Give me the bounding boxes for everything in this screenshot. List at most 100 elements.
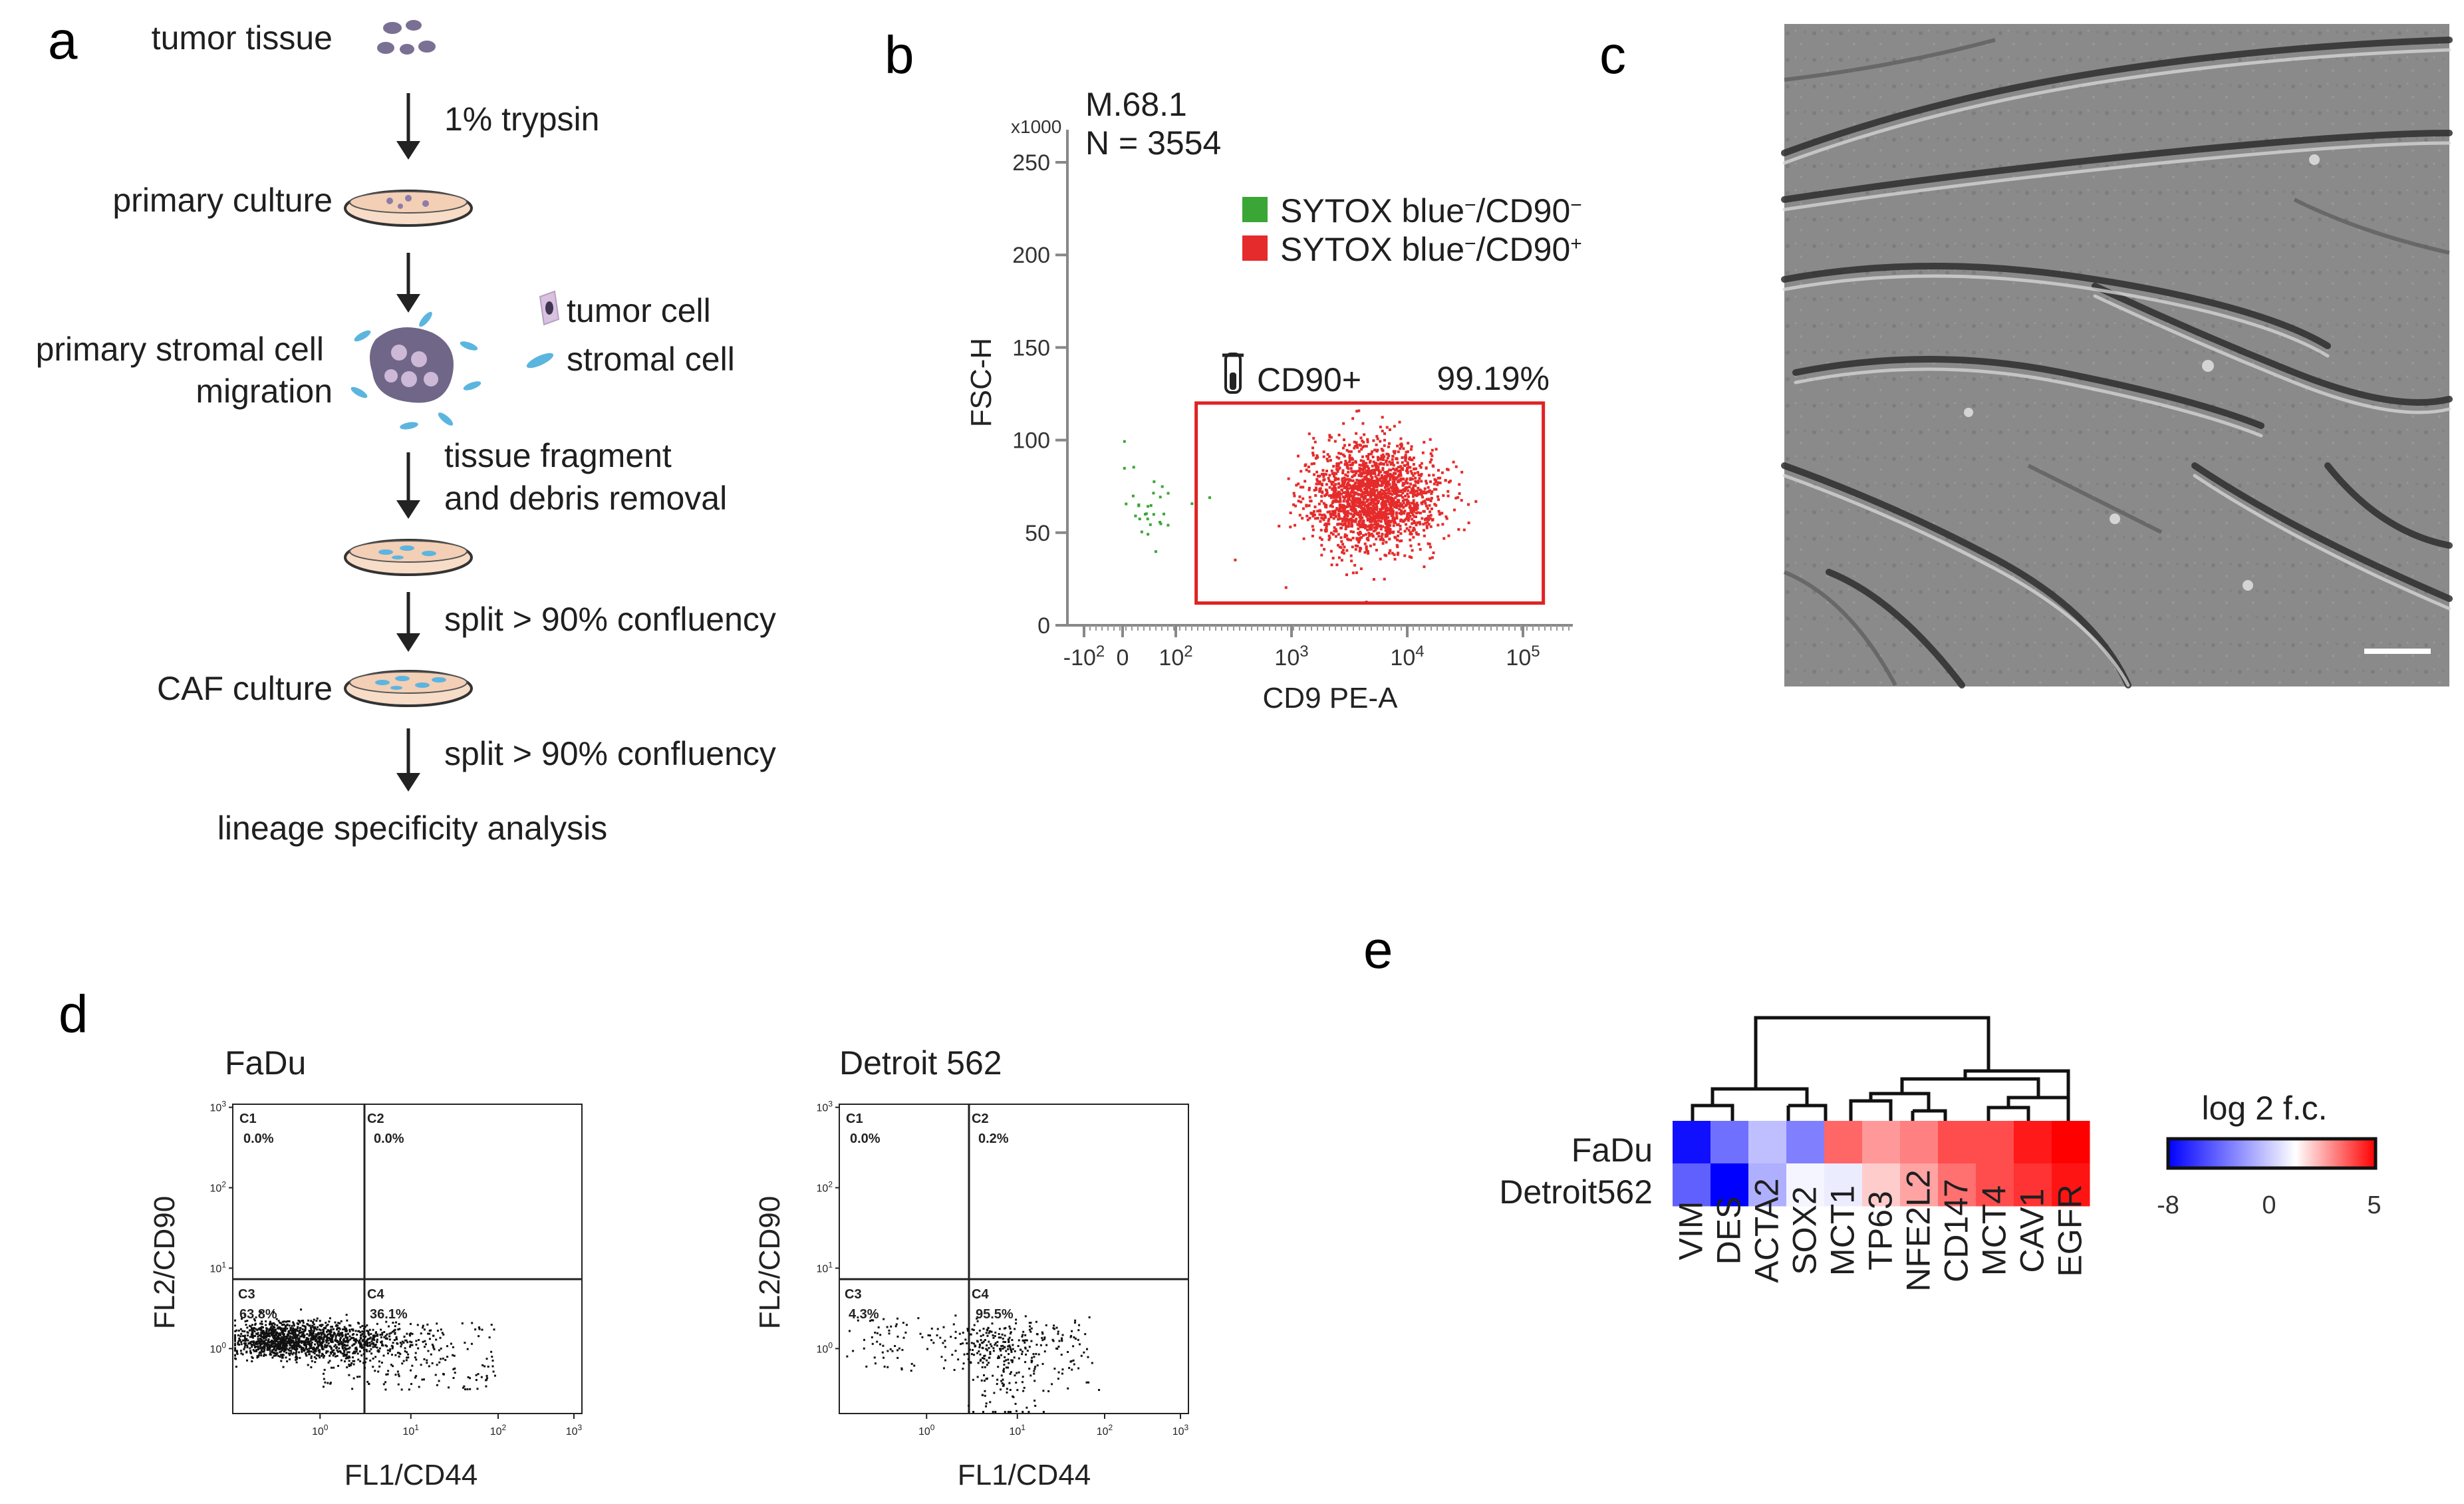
event-point — [1012, 1348, 1014, 1350]
event-point — [361, 1330, 364, 1333]
event-point — [385, 1373, 388, 1376]
event-point — [297, 1338, 300, 1341]
event-point — [1340, 526, 1343, 529]
event-point — [280, 1360, 283, 1362]
event-point — [1355, 488, 1359, 491]
event-point — [1327, 538, 1331, 541]
event-point — [269, 1348, 271, 1350]
event-point — [1403, 482, 1406, 486]
event-point — [1421, 451, 1425, 454]
event-point — [343, 1350, 346, 1353]
event-point — [1091, 1362, 1093, 1364]
event-point — [296, 1336, 299, 1338]
event-point — [1343, 511, 1346, 514]
event-point — [1364, 492, 1367, 495]
event-point — [1437, 510, 1440, 513]
event-point — [1357, 541, 1361, 544]
event-point — [293, 1341, 296, 1344]
event-point — [1324, 505, 1327, 508]
event-point — [290, 1342, 293, 1344]
event-point — [1412, 501, 1415, 504]
event-point — [1051, 1338, 1054, 1341]
event-point — [358, 1322, 360, 1325]
event-point — [335, 1334, 337, 1337]
event-point — [1028, 1346, 1031, 1348]
event-point — [371, 1342, 374, 1345]
event-point — [1022, 1330, 1025, 1333]
event-point — [266, 1342, 269, 1344]
event-point — [324, 1344, 327, 1346]
event-point — [322, 1386, 325, 1388]
event-point — [426, 1359, 428, 1362]
event-point — [1377, 496, 1381, 500]
event-point — [323, 1354, 325, 1357]
event-point — [243, 1348, 245, 1350]
event-point — [1395, 491, 1399, 494]
event-point — [1413, 521, 1417, 524]
event-point — [1418, 521, 1421, 524]
event-point — [1430, 507, 1433, 510]
event-point — [1405, 479, 1408, 482]
event-point — [1349, 492, 1352, 496]
event-point — [433, 1348, 436, 1350]
event-point — [1147, 505, 1150, 508]
event-point — [1400, 445, 1403, 448]
event-point — [1397, 479, 1401, 482]
event-point — [307, 1338, 310, 1340]
event-point — [942, 1342, 944, 1344]
event-point — [1007, 1411, 1010, 1413]
event-point — [1393, 424, 1396, 428]
event-point — [432, 1345, 434, 1348]
event-point — [1190, 502, 1194, 506]
event-point — [1343, 535, 1347, 539]
event-point — [1355, 478, 1359, 482]
event-point — [346, 1348, 348, 1350]
event-point — [1375, 468, 1379, 472]
event-point — [329, 1334, 332, 1337]
event-point — [1362, 465, 1365, 468]
event-point — [1406, 482, 1409, 485]
event-point — [243, 1342, 246, 1345]
event-point — [1361, 462, 1365, 466]
event-point — [329, 1354, 331, 1357]
event-point — [1337, 510, 1341, 513]
event-point — [1372, 515, 1375, 518]
event-point — [1379, 494, 1382, 498]
event-point — [246, 1331, 249, 1334]
event-point — [1392, 502, 1395, 506]
event-point — [481, 1364, 484, 1366]
event-point — [1323, 547, 1326, 551]
y-axis-label: FSC-H — [965, 338, 998, 427]
event-point — [1389, 468, 1393, 472]
event-point — [1320, 495, 1323, 498]
event-point — [1425, 504, 1428, 508]
event-point — [342, 1328, 344, 1330]
event-point — [1353, 440, 1356, 444]
event-point — [1166, 524, 1170, 527]
event-point — [245, 1351, 248, 1354]
quadrant-c2-name: C2 — [972, 1112, 989, 1126]
event-point — [234, 1336, 236, 1339]
event-point — [1390, 514, 1393, 518]
event-point — [278, 1337, 281, 1340]
event-point — [1365, 484, 1369, 488]
event-point — [307, 1364, 309, 1366]
event-point — [1399, 489, 1403, 492]
event-point — [1392, 467, 1395, 470]
event-point — [1393, 491, 1396, 494]
event-point — [1358, 516, 1361, 519]
event-point — [1343, 533, 1347, 536]
event-point — [282, 1343, 285, 1346]
event-point — [271, 1350, 273, 1353]
event-point — [1012, 1344, 1014, 1346]
event-point — [265, 1344, 268, 1347]
event-point — [286, 1324, 289, 1326]
event-point — [368, 1344, 371, 1347]
event-point — [1365, 469, 1368, 472]
event-point — [318, 1328, 321, 1331]
event-point — [1349, 495, 1352, 498]
event-point — [277, 1348, 280, 1350]
event-point — [1053, 1328, 1055, 1330]
event-point — [270, 1333, 273, 1336]
event-point — [1371, 507, 1374, 510]
